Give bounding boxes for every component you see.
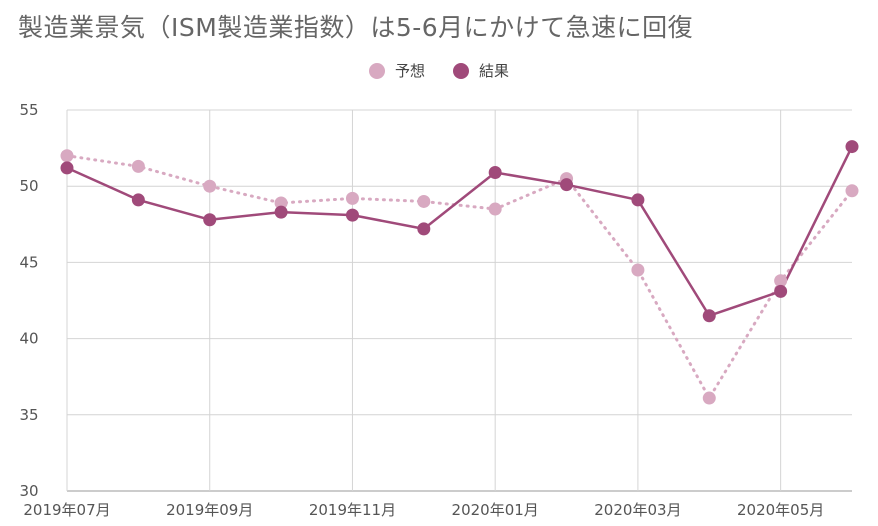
data-point-actual bbox=[131, 193, 145, 207]
data-point-forecast bbox=[274, 196, 288, 210]
data-point-forecast bbox=[203, 179, 217, 193]
legend-item-actual[interactable]: 結果 bbox=[453, 60, 509, 81]
y-tick-label: 45 bbox=[19, 253, 38, 271]
y-tick-label: 35 bbox=[19, 406, 38, 424]
data-point-forecast bbox=[345, 191, 359, 205]
grid-layer bbox=[66, 109, 852, 492]
data-point-actual bbox=[417, 222, 431, 236]
data-point-forecast bbox=[131, 159, 145, 173]
data-point-actual bbox=[845, 140, 859, 154]
y-tick-label: 30 bbox=[19, 482, 38, 500]
chart-title: 製造業景気（ISM製造業指数）は5-6月にかけて急速に回復 bbox=[18, 13, 694, 42]
x-tick-label: 2019年11月 bbox=[309, 501, 396, 519]
legend-label-forecast: 予想 bbox=[394, 62, 425, 80]
x-tick-label: 2019年07月 bbox=[23, 501, 110, 519]
data-point-forecast bbox=[60, 149, 74, 163]
y-tick-label: 55 bbox=[19, 101, 38, 119]
data-point-actual bbox=[203, 213, 217, 227]
legend-swatch-actual bbox=[453, 62, 469, 79]
data-point-forecast bbox=[631, 263, 645, 277]
x-tick-label: 2020年01月 bbox=[452, 501, 539, 519]
x-tick-label: 2019年09月 bbox=[166, 501, 253, 519]
legend-label-actual: 結果 bbox=[479, 62, 510, 80]
x-tick-label: 2020年05月 bbox=[737, 501, 824, 519]
data-point-forecast bbox=[417, 194, 431, 208]
data-point-actual bbox=[774, 284, 788, 298]
data-point-forecast bbox=[845, 184, 859, 198]
series-layer bbox=[60, 140, 859, 405]
data-point-actual bbox=[488, 165, 502, 179]
data-point-actual bbox=[274, 205, 288, 219]
legend-swatch-forecast bbox=[368, 62, 385, 79]
y-tick-label: 40 bbox=[19, 330, 38, 348]
legend-item-forecast[interactable]: 予想 bbox=[368, 60, 425, 81]
series-line-actual bbox=[65, 145, 854, 317]
y-tick-label: 50 bbox=[19, 177, 38, 195]
data-point-forecast bbox=[488, 202, 502, 216]
data-point-actual bbox=[345, 208, 359, 222]
data-point-actual bbox=[60, 161, 74, 175]
data-point-actual bbox=[560, 178, 574, 192]
data-point-actual bbox=[702, 309, 716, 323]
data-point-actual bbox=[631, 193, 645, 207]
x-tick-label: 2020年03月 bbox=[594, 501, 681, 519]
data-point-forecast bbox=[774, 274, 788, 288]
tick-labels: 30 35 40 45 50 55 2019年07月 2019年09月 2019年11月 2020… bbox=[19, 101, 824, 519]
chart-legend: 予想 結果 bbox=[0, 60, 878, 81]
series-line-forecast bbox=[65, 154, 854, 400]
data-point-forecast bbox=[702, 391, 716, 405]
